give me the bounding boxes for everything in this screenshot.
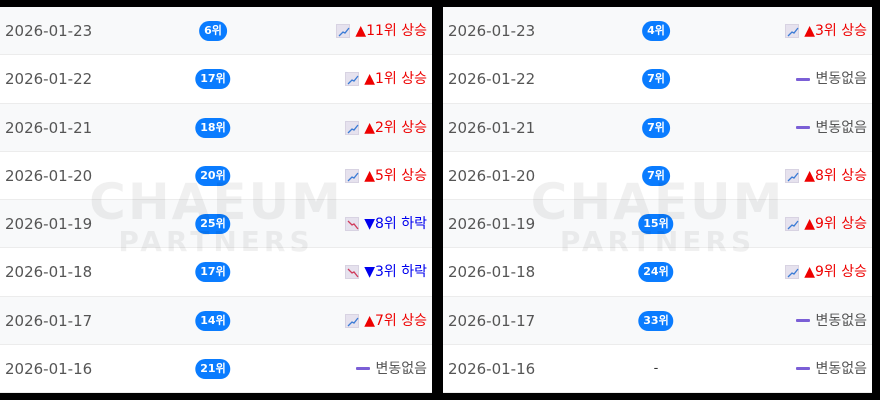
rank-change: ▲11위 상승: [336, 7, 427, 55]
table-row: 2026-01-21 7위 변동없음: [443, 103, 872, 152]
rank-change-text: ▲9위 상승: [804, 264, 867, 281]
rank-badge: 4위: [642, 21, 670, 41]
rank-badge: 7위: [642, 165, 670, 186]
rank-badge: 7위: [642, 117, 670, 138]
rank-change: ▲9위 상승: [785, 200, 867, 248]
rank-badge: 20위: [195, 165, 231, 186]
rank-change-text: ▲5위 상승: [364, 167, 427, 184]
rank-change-text: ▲2위 상승: [364, 119, 427, 136]
rank-history-table-right: 2026-01-23 4위 ▲3위 상승 2026-01-22 7위 변동없음 2026-0…: [443, 7, 872, 393]
rank-change: ▲2위 상승: [345, 104, 427, 152]
rank-change: ▲7위 상승: [345, 297, 427, 345]
dash-icon: [356, 367, 371, 371]
date-cell: 2026-01-18: [5, 263, 93, 282]
rank-change-text: ▲1위 상승: [364, 71, 427, 88]
rank-badge: 17위: [195, 262, 231, 283]
date-cell: 2026-01-21: [5, 118, 93, 137]
rank-badge: 25위: [195, 214, 231, 234]
table-row: 2026-01-18 24위 ▲9위 상승: [443, 248, 872, 297]
rank-change-text: 변동없음: [815, 312, 867, 329]
dash-icon: [796, 126, 811, 129]
rank-change-text: 변동없음: [815, 119, 867, 136]
date-cell: 2026-01-16: [5, 359, 93, 378]
chart-increasing-icon: [785, 265, 800, 280]
date-cell: 2026-01-23: [5, 22, 93, 40]
table-row: 2026-01-16 21위 변동없음: [0, 345, 432, 393]
rank-change-text: ▲7위 상승: [364, 312, 427, 329]
chart-increasing-icon: [345, 313, 360, 328]
chart-increasing-icon: [785, 217, 800, 231]
rank-badge: 21위: [195, 358, 231, 379]
rank-badge: 17위: [195, 69, 231, 90]
rank-change-text: 변동없음: [815, 360, 867, 377]
rank-change-text: 변동없음: [375, 360, 427, 377]
date-cell: 2026-01-18: [448, 263, 536, 282]
table-row: 2026-01-19 25위 ▼8위 하락: [0, 200, 432, 249]
rank-change-text: ▲8위 상승: [804, 167, 867, 184]
rank-badge: 6위: [199, 21, 227, 41]
date-cell: 2026-01-17: [448, 311, 536, 330]
date-cell: 2026-01-22: [448, 70, 536, 89]
date-cell: 2026-01-20: [448, 166, 536, 185]
chart-increasing-icon: [345, 168, 360, 183]
rank-change: ▲1위 상승: [345, 55, 427, 103]
table-row: 2026-01-22 17위 ▲1위 상승: [0, 55, 432, 104]
rank-change-text: ▼3위 하락: [364, 264, 427, 281]
rank-change-text: ▲9위 상승: [804, 216, 867, 232]
rank-change-text: 변동없음: [815, 71, 867, 88]
rank-change: 변동없음: [796, 297, 867, 345]
date-cell: 2026-01-16: [448, 359, 536, 378]
dash-icon: [796, 367, 811, 371]
rank-badge: 18위: [195, 117, 231, 138]
chart-decreasing-icon: [345, 217, 360, 231]
rank-badge: 14위: [195, 310, 231, 331]
rank-change: 변동없음: [356, 345, 427, 393]
rank-badge: 33위: [638, 310, 674, 331]
rank-badge: 15위: [638, 214, 674, 234]
table-row: 2026-01-16 - 변동없음: [443, 345, 872, 393]
rank-change: ▲9위 상승: [785, 248, 867, 296]
rank-change-text: ▲11위 상승: [355, 23, 427, 39]
table-row: 2026-01-18 17위 ▼3위 하락: [0, 248, 432, 297]
date-cell: 2026-01-23: [448, 22, 536, 40]
table-row: 2026-01-23 6위 ▲11위 상승: [0, 7, 432, 56]
chart-increasing-icon: [785, 24, 800, 38]
date-cell: 2026-01-19: [448, 215, 536, 233]
date-cell: 2026-01-21: [448, 118, 536, 137]
rank-change: ▼3위 하락: [345, 248, 427, 296]
rank-change-text: ▲3위 상승: [804, 23, 867, 39]
chart-increasing-icon: [785, 168, 800, 183]
table-row: 2026-01-21 18위 ▲2위 상승: [0, 103, 432, 152]
chart-increasing-icon: [336, 24, 351, 38]
date-cell: 2026-01-20: [5, 166, 93, 185]
date-cell: 2026-01-22: [5, 70, 93, 89]
table-row: 2026-01-19 15위 ▲9위 상승: [443, 200, 872, 249]
rank-change: ▼8위 하락: [345, 200, 427, 248]
table-row: 2026-01-20 20위 ▲5위 상승: [0, 152, 432, 200]
rank-change: ▲3위 상승: [785, 7, 867, 55]
chart-decreasing-icon: [345, 265, 360, 280]
rank-badge: 24위: [638, 262, 674, 283]
date-cell: 2026-01-17: [5, 311, 93, 330]
rank-change: 변동없음: [796, 345, 867, 393]
chart-increasing-icon: [345, 120, 360, 135]
rank-badge: 7위: [642, 69, 670, 90]
date-cell: 2026-01-19: [5, 215, 93, 233]
table-row: 2026-01-22 7위 변동없음: [443, 55, 872, 104]
table-row: 2026-01-17 33위 변동없음: [443, 296, 872, 345]
dash-icon: [796, 319, 811, 322]
rank-change: ▲8위 상승: [785, 152, 867, 200]
table-row: 2026-01-20 7위 ▲8위 상승: [443, 152, 872, 200]
table-row: 2026-01-23 4위 ▲3위 상승: [443, 7, 872, 56]
rank-history-table-left: 2026-01-23 6위 ▲11위 상승 2026-01-22 17위 ▲1위 상승 20…: [0, 7, 432, 393]
rank-change: ▲5위 상승: [345, 152, 427, 200]
rank-empty: -: [653, 360, 659, 376]
rank-change: 변동없음: [796, 104, 867, 152]
rank-change: 변동없음: [796, 55, 867, 103]
table-row: 2026-01-17 14위 ▲7위 상승: [0, 296, 432, 345]
chart-increasing-icon: [345, 72, 360, 87]
dash-icon: [796, 77, 811, 81]
rank-change-text: ▼8위 하락: [364, 216, 427, 232]
